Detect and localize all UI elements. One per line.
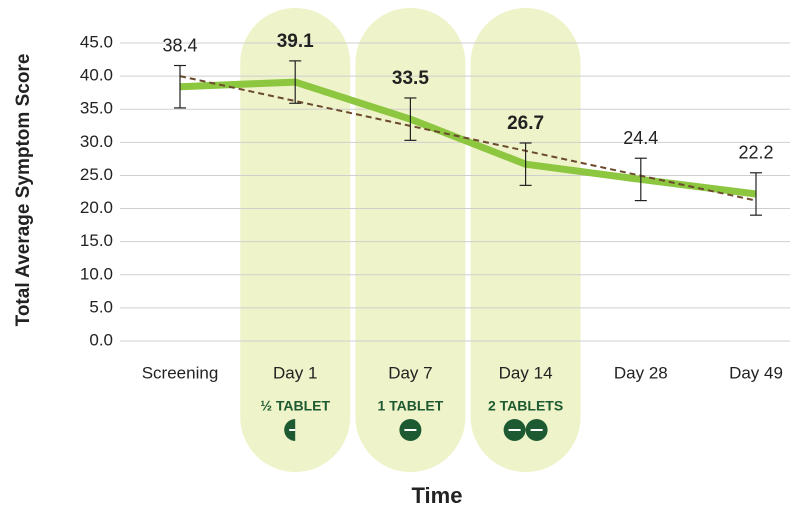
x-axis-title: Time xyxy=(412,483,463,508)
y-tick-label: 40.0 xyxy=(80,66,113,85)
y-tick-label: 45.0 xyxy=(80,32,113,51)
y-tick-label: 0.0 xyxy=(89,330,113,349)
value-label: 24.4 xyxy=(623,128,658,148)
x-tick-label: Day 14 xyxy=(499,363,553,382)
y-tick-label: 25.0 xyxy=(80,165,113,184)
value-label: 22.2 xyxy=(738,143,773,163)
trend-line xyxy=(179,75,757,202)
x-tick-label: Day 28 xyxy=(614,363,668,382)
x-tick-label: Day 49 xyxy=(729,363,783,382)
value-label: 33.5 xyxy=(392,68,429,89)
value-label: 26.7 xyxy=(507,113,544,134)
y-tick-label: 5.0 xyxy=(89,297,113,316)
dose-band xyxy=(240,8,351,472)
y-tick-label: 20.0 xyxy=(80,198,113,217)
y-tick-label: 10.0 xyxy=(80,264,113,283)
value-label: 39.1 xyxy=(277,31,314,52)
x-tick-label: Day 1 xyxy=(273,363,317,382)
dose-label: ½ TABLET xyxy=(260,398,330,414)
y-tick-label: 30.0 xyxy=(80,132,113,151)
data-line xyxy=(179,78,757,198)
y-tick-label: 35.0 xyxy=(80,99,113,118)
x-tick-label: Screening xyxy=(142,363,219,382)
y-tick-label: 15.0 xyxy=(80,231,113,250)
dose-label: 2 TABLETS xyxy=(488,398,563,414)
dose-label: 1 TABLET xyxy=(377,398,443,414)
dose-band xyxy=(470,8,581,472)
y-axis-title: Total Average Symptom Score xyxy=(13,54,34,327)
value-label: 38.4 xyxy=(162,35,197,55)
x-tick-label: Day 7 xyxy=(388,363,432,382)
dose-band xyxy=(355,8,466,472)
